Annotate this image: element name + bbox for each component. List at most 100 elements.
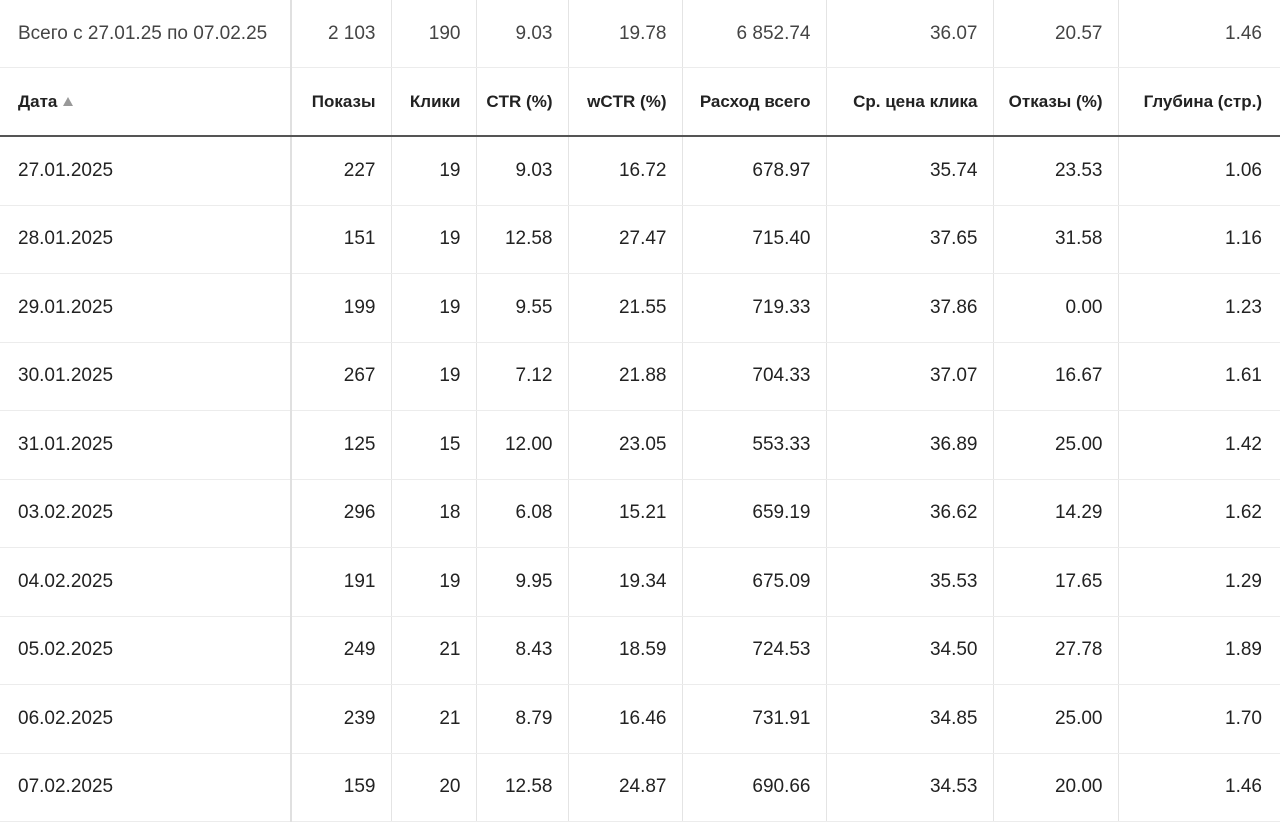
cell: 690.66 [682,753,827,822]
header-label: wCTR (%) [587,91,667,111]
column-header[interactable]: Дата [0,67,292,137]
cell: 151 [291,205,392,274]
cell: 1.16 [1118,205,1280,274]
cell: 9.95 [476,547,569,617]
data-row: 29.01.2025 199 19 9.55 21.55 719.33 37.86 0.00 1… [0,273,1280,343]
column-header[interactable]: Клики [391,67,477,137]
header-label: CTR (%) [486,91,553,111]
cell: 8.79 [476,684,569,754]
cell: 21 [391,684,477,754]
cell: 1.06 [1118,136,1280,206]
header-label: Дата [18,91,58,111]
cell: 20 [391,753,477,822]
cell: 199 [291,273,392,343]
cell: 6.08 [476,479,569,548]
cell: 12.58 [476,205,569,274]
cell: 23.05 [568,410,683,480]
cell: 1.62 [1118,479,1280,548]
cell: 704.33 [682,342,827,411]
cell: 07.02.2025 [0,753,292,822]
cell: 19 [391,205,477,274]
cell: 05.02.2025 [0,616,292,685]
cell: 678.97 [682,136,827,206]
cell: 19 [391,547,477,617]
summary-cell: 19.78 [568,0,683,68]
cell: 19.34 [568,547,683,617]
cell: 27.01.2025 [0,136,292,206]
cell: 27.78 [993,616,1119,685]
cell: 19 [391,136,477,206]
cell: 1.42 [1118,410,1280,480]
cell: 04.02.2025 [0,547,292,617]
column-header[interactable]: Расход всего [682,67,827,137]
cell: 125 [291,410,392,480]
cell: 36.89 [826,410,994,480]
cell: 18 [391,479,477,548]
cell: 21 [391,616,477,685]
cell: 1.29 [1118,547,1280,617]
cell: 9.03 [476,136,569,206]
column-header[interactable]: Показы [291,67,392,137]
cell: 15 [391,410,477,480]
data-row: 27.01.2025 227 19 9.03 16.72 678.97 35.74 23.53… [0,136,1280,206]
cell: 17.65 [993,547,1119,617]
cell: 34.50 [826,616,994,685]
cell: 1.61 [1118,342,1280,411]
cell: 35.74 [826,136,994,206]
cell: 227 [291,136,392,206]
cell: 267 [291,342,392,411]
cell: 659.19 [682,479,827,548]
cell: 1.23 [1118,273,1280,343]
header-label: Клики [409,91,461,111]
cell: 12.00 [476,410,569,480]
data-row: 28.01.2025 151 19 12.58 27.47 715.40 37.65 31.5… [0,205,1280,274]
summary-row: Всего с 27.01.25 по 07.02.25 2 103 190 9.03… [0,0,1280,68]
cell: 719.33 [682,273,827,343]
cell: 30.01.2025 [0,342,292,411]
cell: 35.53 [826,547,994,617]
cell: 16.67 [993,342,1119,411]
column-header[interactable]: wCTR (%) [568,67,683,137]
header-label: Отказы (%) [1008,91,1103,111]
column-header[interactable]: Отказы (%) [993,67,1119,137]
cell: 21.55 [568,273,683,343]
cell: 16.46 [568,684,683,754]
cell: 20.00 [993,753,1119,822]
summary-cell: 9.03 [476,0,569,68]
sort-arrow[interactable] [63,96,74,106]
summary-cell: 2 103 [291,0,392,68]
cell: 34.85 [826,684,994,754]
data-row: 03.02.2025 296 18 6.08 15.21 659.19 36.62 14.29… [0,479,1280,548]
cell: 25.00 [993,684,1119,754]
cell: 553.33 [682,410,827,480]
cell: 0.00 [993,273,1119,343]
cell: 159 [291,753,392,822]
cell: 31.58 [993,205,1119,274]
cell: 29.01.2025 [0,273,292,343]
summary-cell: 190 [391,0,477,68]
column-header[interactable]: CTR (%) [476,67,569,137]
cell: 37.07 [826,342,994,411]
cell: 34.53 [826,753,994,822]
cell: 239 [291,684,392,754]
header-label: Ср. цена клика [853,91,978,111]
column-header[interactable]: Ср. цена клика [826,67,994,137]
cell: 8.43 [476,616,569,685]
header-label: Глубина (стр.) [1143,91,1262,111]
cell: 715.40 [682,205,827,274]
data-row: 30.01.2025 267 19 7.12 21.88 704.33 37.07 16.67… [0,342,1280,411]
cell: 675.09 [682,547,827,617]
cell: 24.87 [568,753,683,822]
summary-cell: 1.46 [1118,0,1280,68]
cell: 12.58 [476,753,569,822]
cell: 21.88 [568,342,683,411]
cell: 06.02.2025 [0,684,292,754]
cell: 724.53 [682,616,827,685]
header-label: Расход всего [699,91,811,111]
cell: 37.65 [826,205,994,274]
column-header[interactable]: Глубина (стр.) [1118,67,1280,137]
data-row: 04.02.2025 191 19 9.95 19.34 675.09 35.53 17.65… [0,547,1280,617]
cell: 1.89 [1118,616,1280,685]
cell: 23.53 [993,136,1119,206]
